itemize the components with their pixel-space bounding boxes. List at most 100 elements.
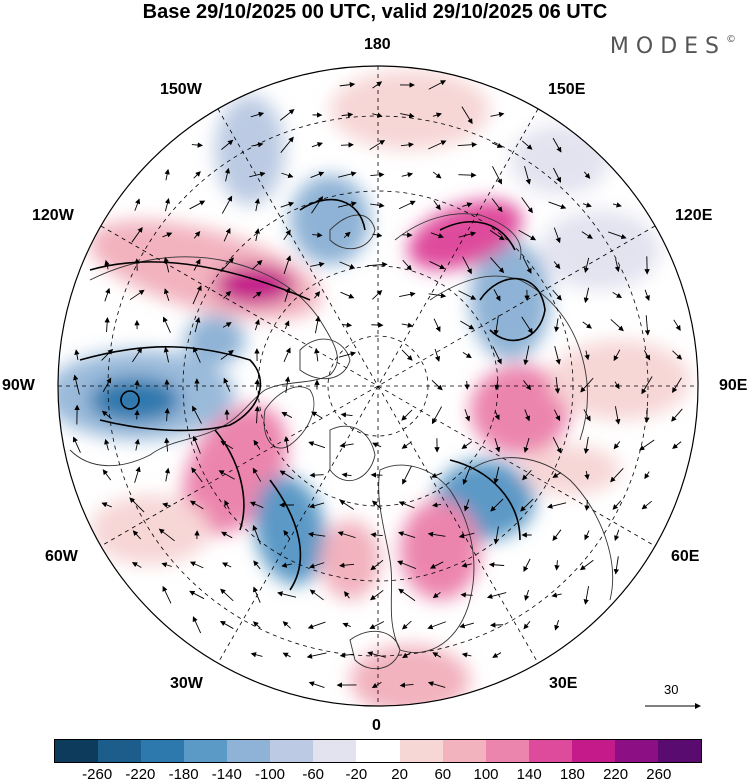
height-contours: [79, 198, 546, 591]
colorbar-tick-label: 220: [603, 766, 629, 783]
wind-arrow: [491, 142, 503, 148]
wind-arrow: [219, 620, 234, 629]
wind-arrow: [584, 499, 590, 511]
wind-arrow: [132, 530, 142, 540]
wind-arrow: [548, 201, 567, 210]
wind-arrow: [192, 405, 202, 424]
wind-arrow: [337, 531, 356, 539]
anomaly-high-70e: [520, 445, 620, 495]
wind-arrow: [189, 200, 206, 210]
wind-arrow: [372, 290, 383, 300]
anomaly-low-45w: [254, 475, 326, 585]
wind-arrow: [427, 681, 446, 688]
wind-arrow: [189, 561, 204, 569]
wind-arrow: [583, 257, 590, 274]
wind-arrow: [432, 502, 442, 508]
wind-arrow: [458, 231, 477, 238]
wind-arrow: [339, 652, 354, 658]
wind-arrow: [399, 682, 414, 688]
wind-arrow: [427, 531, 446, 538]
wind-arrow: [486, 592, 507, 599]
anomaly-high-0: [350, 645, 470, 706]
wind-arrow: [249, 501, 264, 509]
wind-arrow: [434, 348, 441, 362]
wind-arrow: [283, 255, 292, 275]
wind-arrow: [369, 139, 386, 150]
lon-label-60w: 60W: [45, 548, 78, 565]
wind-arrow: [643, 350, 651, 361]
wind-arrow: [397, 560, 417, 570]
wind-arrow: [367, 651, 387, 658]
wind-arrow: [222, 562, 232, 568]
wind-arrow: [132, 347, 143, 363]
wind-arrow: [308, 681, 325, 688]
wind-arrow: [641, 500, 652, 510]
wind-arrow: [158, 528, 175, 542]
wind-arrow: [613, 441, 621, 450]
wind-arrow: [583, 409, 591, 422]
wind-arrow: [644, 471, 650, 480]
wind-arrow: [671, 408, 683, 422]
anomaly-low-100w: [185, 315, 245, 365]
wind-arrow: [306, 652, 327, 659]
colorbar-tick-label: 260: [646, 766, 672, 783]
lon-label-30w: 30W: [170, 675, 203, 692]
wind-arrow: [401, 349, 413, 361]
wind-arrow: [489, 229, 505, 241]
wind-arrow: [134, 198, 141, 211]
wind-arrow: [461, 562, 472, 568]
wind-arrow: [553, 167, 561, 183]
wind-arrow: [462, 202, 473, 208]
wind-arrow: [340, 412, 353, 418]
wind-arrow: [672, 441, 682, 449]
wind-arrow: [134, 438, 140, 451]
wind-arrow: [552, 436, 562, 454]
wind-arrow: [398, 588, 416, 602]
wind-arrow: [101, 348, 114, 361]
wind-arrow: [608, 231, 627, 240]
colorbar-segment: [227, 740, 271, 762]
wind-arrow: [164, 197, 171, 212]
wind-arrow: [341, 472, 352, 478]
wind-arrow: [72, 436, 81, 453]
wind-arrow: [309, 472, 324, 478]
wind-arrow: [612, 500, 622, 510]
wind-arrow: [433, 200, 441, 211]
wind-arrow: [522, 470, 532, 481]
wind-arrow: [582, 321, 592, 329]
wind-arrow: [429, 561, 444, 569]
colorbar-segment: [356, 740, 400, 762]
lon-label-30e: 30E: [549, 675, 578, 692]
wind-arrow: [457, 141, 478, 148]
wind-arrow: [338, 351, 357, 358]
wind-arrow: [224, 500, 230, 510]
wind-arrow: [254, 198, 260, 212]
coast-greenland-w: [299, 338, 351, 380]
wind-arrow: [341, 142, 354, 148]
wind-arrow: [163, 256, 170, 273]
wind-arrow: [253, 560, 261, 570]
wind-arrow: [610, 467, 624, 483]
wind-arrow: [134, 409, 140, 420]
map-boundary: [57, 65, 699, 707]
wind-arrow: [309, 502, 325, 509]
wind-arrow: [164, 379, 170, 390]
wind-arrow: [552, 529, 562, 542]
wind-arrow: [193, 258, 201, 271]
wind-arrow: [223, 377, 231, 392]
wind-arrow: [613, 349, 621, 362]
wind-arrow: [223, 290, 232, 299]
wind-arrow: [614, 381, 620, 390]
lon-label-150e: 150E: [548, 81, 586, 98]
wind-arrow: [104, 438, 110, 451]
wind-arrow: [458, 290, 477, 300]
wind-arrow: [221, 195, 233, 214]
wind-arrow: [552, 137, 562, 153]
wind-arrow: [102, 377, 112, 392]
wind-arrow: [102, 469, 112, 481]
wind-arrow: [220, 257, 234, 273]
wind-arrow: [371, 500, 382, 510]
wind-arrow: [284, 287, 291, 302]
wind-arrow: [494, 380, 500, 391]
wind-arrow: [428, 292, 447, 299]
